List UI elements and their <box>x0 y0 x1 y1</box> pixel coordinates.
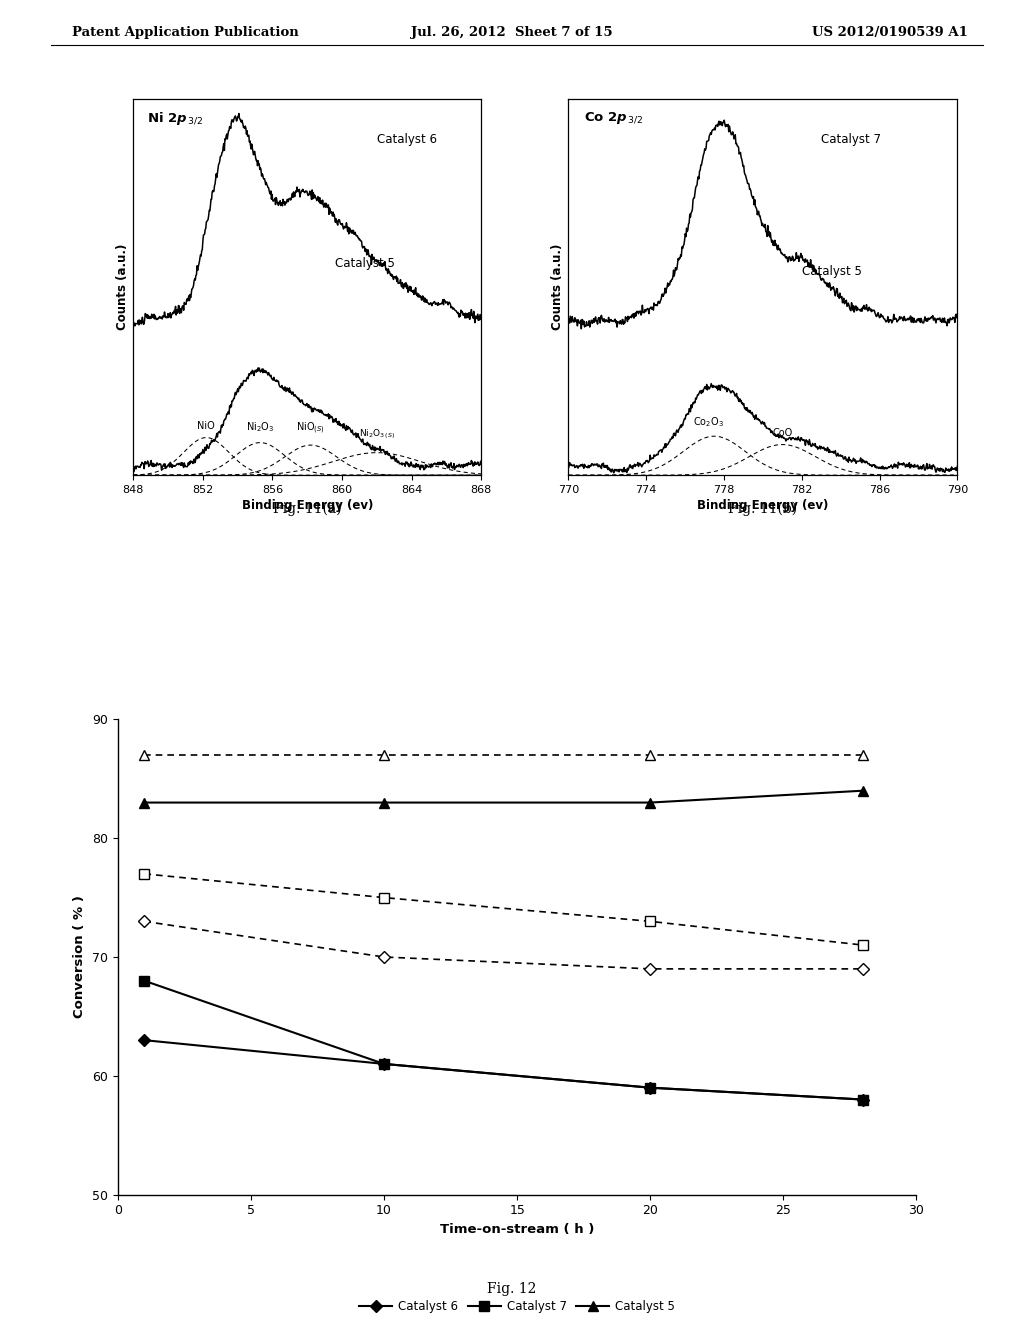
Y-axis label: Counts (a.u.): Counts (a.u.) <box>116 244 129 330</box>
X-axis label: Binding Energy (ev): Binding Energy (ev) <box>697 499 828 512</box>
Text: NiO$_{(S)}$: NiO$_{(S)}$ <box>296 421 325 437</box>
Text: Catalyst 6: Catalyst 6 <box>377 133 437 145</box>
Text: Jul. 26, 2012  Sheet 7 of 15: Jul. 26, 2012 Sheet 7 of 15 <box>412 26 612 40</box>
Text: Patent Application Publication: Patent Application Publication <box>72 26 298 40</box>
Y-axis label: Counts (a.u.): Counts (a.u.) <box>551 244 564 330</box>
Text: Catalyst 5: Catalyst 5 <box>802 264 861 277</box>
Text: Fig. 12: Fig. 12 <box>487 1282 537 1296</box>
Text: NiO: NiO <box>198 421 215 432</box>
Text: Co$_2$O$_3$: Co$_2$O$_3$ <box>693 416 724 429</box>
Text: Co 2$\bfit{p}$$_{\,3/2}$: Co 2$\bfit{p}$$_{\,3/2}$ <box>584 111 643 125</box>
Text: Catalyst 7: Catalyst 7 <box>821 133 882 145</box>
Text: Fig. 11(b): Fig. 11(b) <box>728 502 798 516</box>
X-axis label: Time-on-stream ( h ): Time-on-stream ( h ) <box>440 1222 594 1236</box>
Text: Catalyst 5: Catalyst 5 <box>335 257 395 271</box>
Text: Fig. 11(a): Fig. 11(a) <box>272 502 342 516</box>
Text: Ni$_2$O$_{3\,(S)}$: Ni$_2$O$_{3\,(S)}$ <box>358 428 395 441</box>
Text: CoO: CoO <box>772 428 793 437</box>
Text: US 2012/0190539 A1: US 2012/0190539 A1 <box>812 26 968 40</box>
Y-axis label: Conversion ( % ): Conversion ( % ) <box>74 895 86 1019</box>
Text: Ni$_2$O$_3$: Ni$_2$O$_3$ <box>246 420 274 434</box>
X-axis label: Binding Energy (ev): Binding Energy (ev) <box>242 499 373 512</box>
Text: Ni 2$\bfit{p}$$_{\,3/2}$: Ni 2$\bfit{p}$$_{\,3/2}$ <box>147 111 203 127</box>
